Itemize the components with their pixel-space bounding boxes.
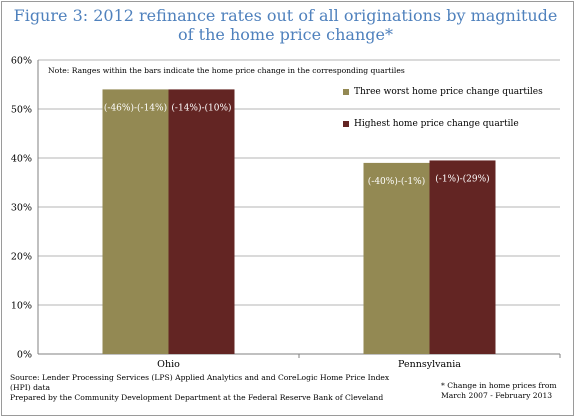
y-tick-label: 60% bbox=[11, 56, 32, 67]
y-tick-label: 0% bbox=[17, 350, 32, 361]
legend-label-series-1: Highest home price change quartile bbox=[354, 119, 519, 129]
x-category-label: Pennsylvania bbox=[398, 359, 461, 370]
footnote: * Change in home prices from March 2007 … bbox=[441, 381, 557, 401]
chart-title-line-1: Figure 3: 2012 refinance rates out of al… bbox=[13, 6, 558, 25]
legend-swatch-series-1 bbox=[343, 121, 349, 127]
bar-data-label: (-40%)-(-1%) bbox=[368, 176, 425, 187]
source-line-1: Source: Lender Processing Services (LPS)… bbox=[10, 373, 390, 382]
legend-swatch-series-0 bbox=[343, 89, 349, 95]
chart-title: Figure 3: 2012 refinance rates out of al… bbox=[0, 6, 571, 44]
bar-ohio-series-0 bbox=[102, 89, 169, 355]
legend: Three worst home price change quartiles … bbox=[343, 85, 543, 149]
chart-title-line-2: of the home price change* bbox=[178, 25, 393, 44]
bar-pennsylvania-series-0 bbox=[363, 162, 430, 354]
bar-pennsylvania-series-1 bbox=[429, 160, 496, 354]
source-note: Source: Lender Processing Services (LPS)… bbox=[10, 373, 389, 403]
chart-note: Note: Ranges within the bars indicate th… bbox=[48, 66, 405, 75]
bar-data-label: (-14%)-(10%) bbox=[171, 102, 231, 113]
bar-data-label: (-1%)-(29%) bbox=[435, 173, 489, 184]
footnote-line-2: March 2007 - February 2013 bbox=[441, 391, 553, 400]
y-tick-label: 20% bbox=[11, 252, 32, 263]
source-line-2: (HPI) data bbox=[10, 383, 51, 392]
source-line-3: Prepared by the Community Development De… bbox=[10, 393, 384, 402]
x-category-label: Ohio bbox=[157, 359, 180, 370]
legend-item-series-0: Three worst home price change quartiles bbox=[343, 85, 543, 99]
footnote-line-1: * Change in home prices from bbox=[441, 381, 557, 390]
bar-data-label: (-46%)-(-14%) bbox=[104, 102, 167, 113]
legend-item-series-1: Highest home price change quartile bbox=[343, 117, 543, 131]
y-tick-label: 10% bbox=[11, 301, 32, 312]
y-tick-label: 50% bbox=[11, 105, 32, 116]
y-tick-label: 30% bbox=[11, 203, 32, 214]
legend-label-series-0: Three worst home price change quartiles bbox=[354, 87, 543, 97]
y-tick-label: 40% bbox=[11, 154, 32, 165]
bar-ohio-series-1 bbox=[168, 89, 235, 355]
